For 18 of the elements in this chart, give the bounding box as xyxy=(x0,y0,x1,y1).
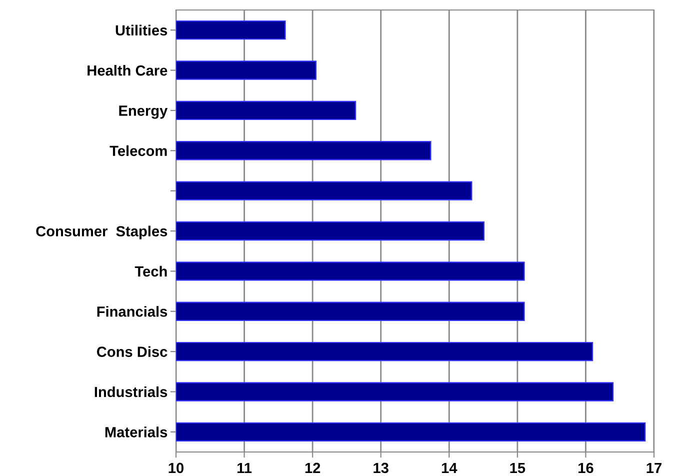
x-tick-label: 15 xyxy=(510,462,526,474)
y-tick-label: Cons Disc xyxy=(96,346,168,357)
x-tick-label: 11 xyxy=(237,462,252,473)
x-tick-label: 16 xyxy=(578,462,594,474)
y-tick-label: Materials xyxy=(105,426,168,438)
x-tick-label: 17 xyxy=(646,462,662,473)
y-tick-label: Health Care xyxy=(88,64,168,76)
y-tick-label: Consumer Staples xyxy=(36,226,168,240)
y-tick-label: Energy xyxy=(119,106,168,119)
x-tick-label: 12 xyxy=(305,462,320,473)
y-tick-label: Financials xyxy=(97,306,168,317)
y-tick-label: Utilities xyxy=(116,24,168,36)
x-tick-label: 14 xyxy=(442,462,458,473)
y-tick-label: Tech xyxy=(134,266,167,277)
y-tick-label: Telecom xyxy=(110,145,167,156)
x-tick-label: 10 xyxy=(168,462,184,474)
x-tick-label: 13 xyxy=(374,462,388,474)
y-tick-label: Industrials xyxy=(94,386,168,398)
